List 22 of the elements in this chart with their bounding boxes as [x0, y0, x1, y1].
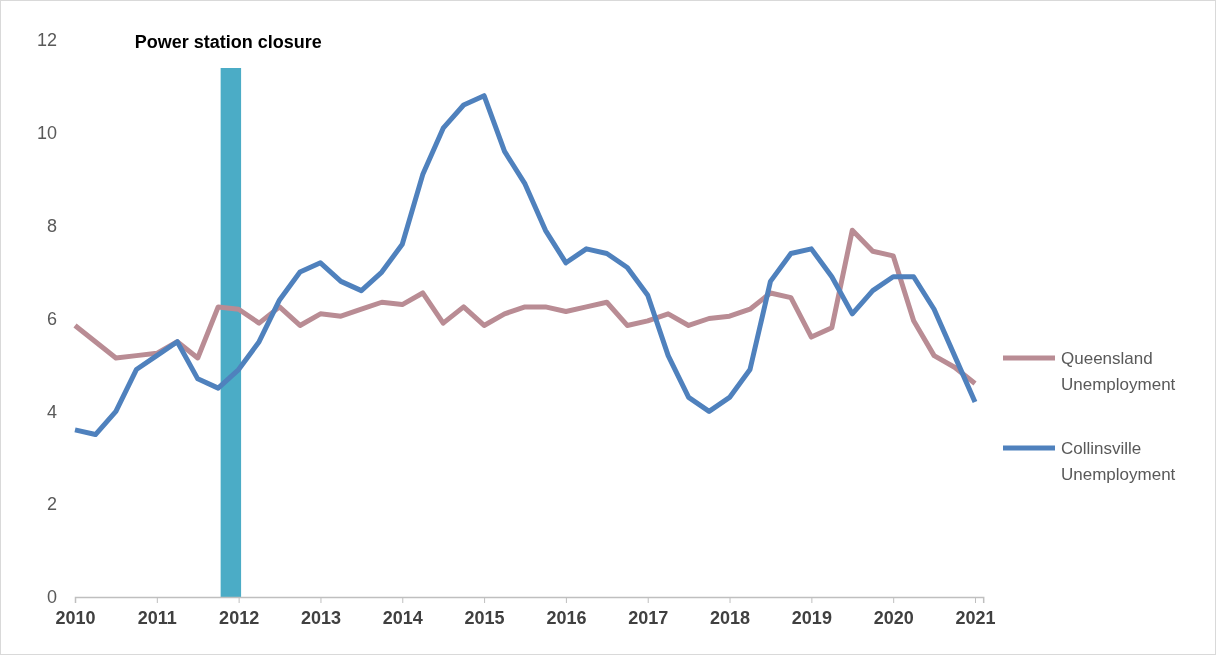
x-tick-label: 2015	[464, 607, 505, 628]
x-tick-label: 2021	[955, 607, 996, 628]
x-tick-label: 2012	[219, 607, 260, 628]
y-tick-label: 4	[46, 401, 57, 422]
x-tick-label: 2013	[300, 607, 341, 628]
band-label: Power station closure	[134, 32, 322, 52]
x-tick-label: 2011	[137, 607, 177, 628]
y-tick-label: 6	[46, 308, 57, 329]
x-tick-label: 2019	[791, 607, 832, 628]
legend-label: Queensland Unemployment	[1061, 349, 1176, 394]
legend-label: Collinsville Unemployment	[1061, 439, 1176, 484]
y-tick-label: 8	[46, 215, 57, 236]
x-tick-label: 2014	[382, 607, 423, 628]
y-tick-label: 12	[36, 30, 57, 51]
y-tick-label: 10	[36, 123, 57, 144]
x-tick-label: 2016	[546, 607, 587, 628]
y-tick-label: 0	[46, 587, 57, 608]
x-tick-label: 2010	[55, 607, 96, 628]
x-tick-label: 2017	[628, 607, 669, 628]
x-tick-label: 2020	[873, 607, 914, 628]
x-tick-label: 2018	[710, 607, 751, 628]
y-tick-label: 2	[46, 494, 57, 515]
